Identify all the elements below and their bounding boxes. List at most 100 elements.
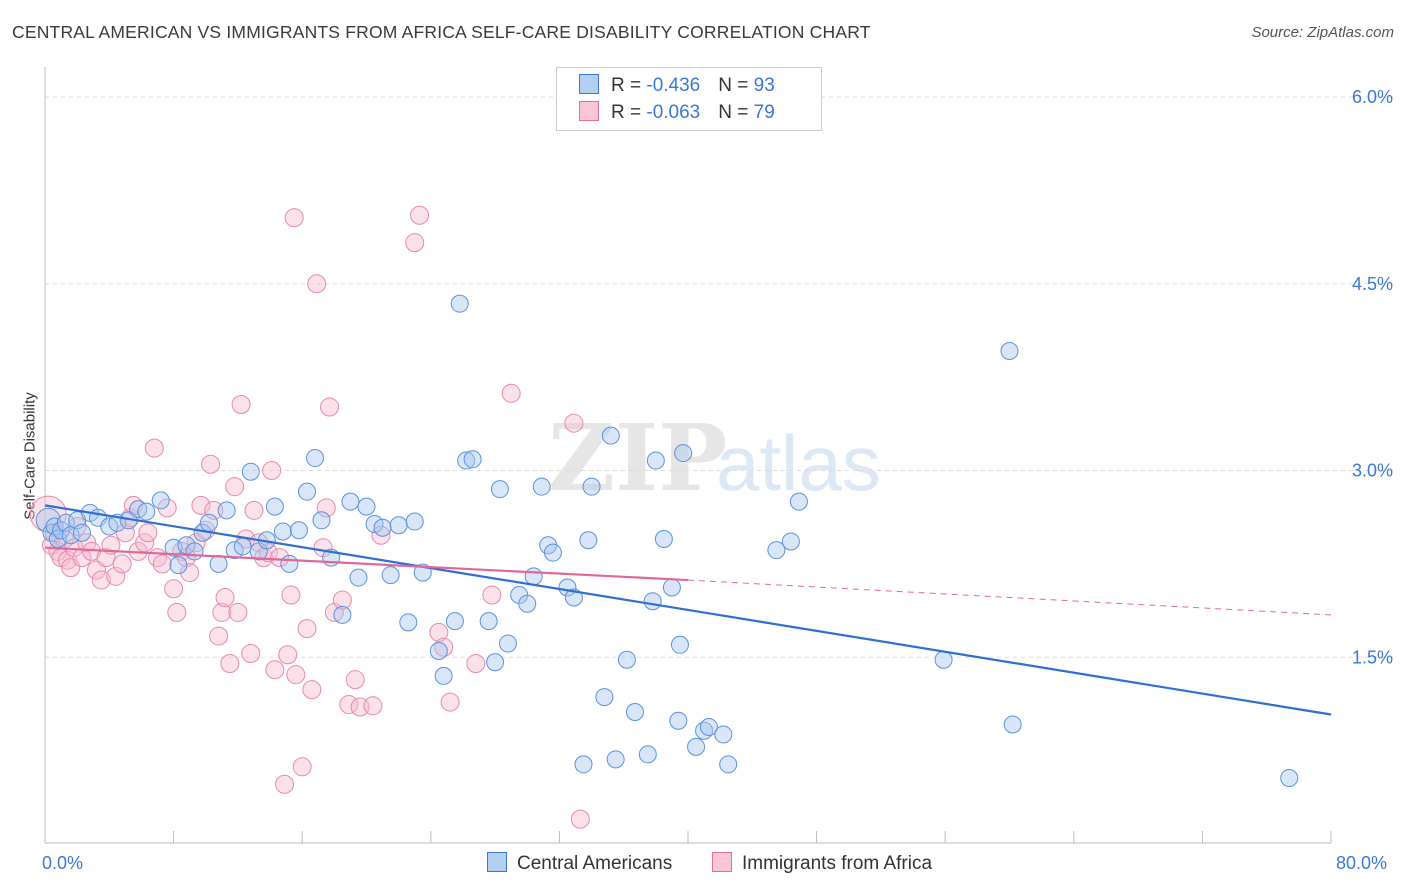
grid-lines <box>45 96 1395 658</box>
legend-n-value: 79 <box>753 102 775 123</box>
data-point-central-american <box>429 642 448 661</box>
data-point-africa <box>220 653 240 673</box>
data-point-africa <box>241 644 261 664</box>
data-point-central-american <box>209 554 228 573</box>
data-point-central-american <box>582 477 601 496</box>
data-point-africa <box>307 274 327 294</box>
data-point-central-american <box>450 294 469 313</box>
data-point-central-american <box>312 511 331 530</box>
data-point-central-american <box>1003 715 1022 734</box>
data-point-africa <box>231 395 251 415</box>
trend-line-central-americans <box>44 504 1332 716</box>
data-point-central-american <box>606 750 625 769</box>
data-point-central-american <box>457 451 476 470</box>
data-point-central-american <box>669 711 688 730</box>
legend-swatch-pink <box>579 101 599 121</box>
data-point-africa <box>164 579 184 599</box>
data-point-africa <box>215 587 235 607</box>
legend-swatch-blue <box>579 74 599 94</box>
series-legend: Central Americans Immigrants from Africa <box>0 852 1406 880</box>
data-point-africa <box>167 602 187 622</box>
data-point-central-american <box>574 755 593 774</box>
data-point-central-american <box>463 450 482 469</box>
data-point-central-american <box>199 513 218 532</box>
legend-r-label: R = <box>611 75 647 96</box>
data-point-central-american <box>646 451 665 470</box>
y-tick-label: 3.0% <box>1352 461 1393 481</box>
axes <box>44 67 1332 844</box>
data-point-central-american <box>662 578 681 597</box>
data-point-central-american <box>524 567 543 586</box>
data-point-africa <box>429 622 449 642</box>
data-point-central-american <box>341 492 360 511</box>
y-tick-label: 1.5% <box>1352 647 1393 667</box>
data-point-central-american <box>719 755 738 774</box>
trend-line-immigrants-from-africa <box>44 546 689 582</box>
data-point-central-american <box>532 477 551 496</box>
trend-line-extension-immigrants-from-africa <box>687 579 1332 616</box>
legend-r-value: -0.063 <box>646 102 701 123</box>
data-point-central-american <box>1000 341 1019 360</box>
data-point-africa <box>482 585 502 605</box>
data-point-africa <box>284 208 304 228</box>
data-point-central-american <box>595 688 614 707</box>
data-point-africa <box>278 645 298 665</box>
data-point-africa <box>297 619 317 639</box>
data-point-africa <box>201 454 221 474</box>
data-point-africa <box>501 383 521 403</box>
data-point-africa <box>67 517 87 537</box>
data-point-central-american <box>72 523 91 542</box>
data-point-africa <box>91 570 111 590</box>
data-point-africa <box>157 498 177 518</box>
data-point-africa <box>204 500 224 520</box>
y-tick-labels: 1.5% 3.0% 4.5% 6.0% <box>1352 87 1393 667</box>
data-point-africa <box>332 590 352 610</box>
data-point-central-american <box>289 521 308 540</box>
trend-lines <box>44 504 1332 716</box>
legend-n-value: 93 <box>753 75 775 96</box>
legend-swatch-blue <box>487 852 507 872</box>
data-point-central-american <box>625 703 644 722</box>
data-point-africa <box>144 438 164 458</box>
data-point-africa <box>339 695 359 715</box>
x-tick-label-max: 80.0% <box>1336 853 1388 873</box>
legend-item-central-americans: Central Americans <box>487 852 672 875</box>
data-point-central-american <box>217 501 236 520</box>
data-point-central-american <box>298 482 317 501</box>
data-point-central-american <box>670 635 689 654</box>
data-point-central-american <box>241 462 260 481</box>
data-point-africa <box>270 548 290 568</box>
data-point-africa <box>316 498 336 518</box>
data-point-africa <box>345 670 365 690</box>
data-point-central-american <box>579 531 598 550</box>
data-point-central-american <box>151 491 170 510</box>
data-point-central-american <box>601 426 620 445</box>
data-point-central-american <box>1280 769 1299 788</box>
data-point-africa <box>225 477 245 497</box>
data-point-central-american <box>185 542 204 561</box>
data-point-africa <box>410 205 430 225</box>
data-point-central-american <box>564 588 583 607</box>
legend-label-immigrants-from-africa: Immigrants from Africa <box>742 853 933 874</box>
data-point-central-american <box>434 666 453 685</box>
legend-row-central-americans: R = -0.436 N = 93 <box>579 74 775 100</box>
legend-n-label: N = <box>718 102 754 123</box>
data-point-central-american <box>405 512 424 531</box>
data-point-africa <box>77 533 97 553</box>
data-point-central-american <box>389 516 408 535</box>
data-point-central-american <box>714 725 733 744</box>
data-point-africa <box>244 500 264 520</box>
series-central-americans <box>35 294 1299 788</box>
data-point-central-american <box>543 543 562 562</box>
data-point-africa <box>281 585 301 605</box>
chart-title: CENTRAL AMERICAN VS IMMIGRANTS FROM AFRI… <box>12 22 871 42</box>
data-point-central-american <box>349 568 368 587</box>
data-point-africa <box>152 554 172 574</box>
data-point-africa <box>564 413 584 433</box>
data-point-central-american <box>61 526 80 545</box>
data-point-africa <box>209 626 229 646</box>
legend-n-label: N = <box>718 75 754 96</box>
data-point-central-american <box>381 566 400 585</box>
data-point-central-american <box>486 653 505 672</box>
legend-r-label: R = <box>611 102 647 123</box>
